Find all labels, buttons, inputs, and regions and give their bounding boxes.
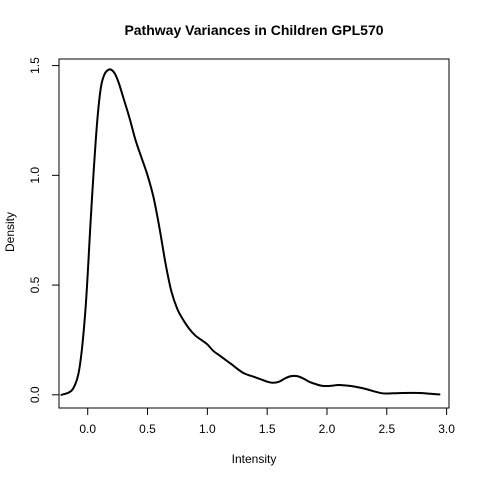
plot-box xyxy=(58,58,450,409)
x-tick-label: 1.5 xyxy=(259,422,276,436)
y-tick-label: 1.0 xyxy=(28,167,42,184)
x-tick-label: 2.5 xyxy=(378,422,395,436)
x-tick-label: 1.0 xyxy=(199,422,216,436)
y-tick-label: 0.5 xyxy=(28,276,42,293)
x-tick-label: 0.0 xyxy=(79,422,96,436)
density-curve xyxy=(60,68,441,396)
x-tick-label: 3.0 xyxy=(438,422,455,436)
y-tick-label: 0.0 xyxy=(28,386,42,403)
y-axis-label: Density xyxy=(3,212,17,252)
x-tick-label: 2.0 xyxy=(319,422,336,436)
y-axis: 0.0 0.5 1.0 1.5 xyxy=(28,57,59,403)
chart-title: Pathway Variances in Children GPL570 xyxy=(124,22,383,38)
y-tick-label: 1.5 xyxy=(28,57,42,74)
x-tick-label: 0.5 xyxy=(139,422,156,436)
x-axis-label: Intensity xyxy=(232,452,277,466)
x-axis: 0.0 0.5 1.0 1.5 2.0 2.5 3.0 xyxy=(79,408,455,436)
